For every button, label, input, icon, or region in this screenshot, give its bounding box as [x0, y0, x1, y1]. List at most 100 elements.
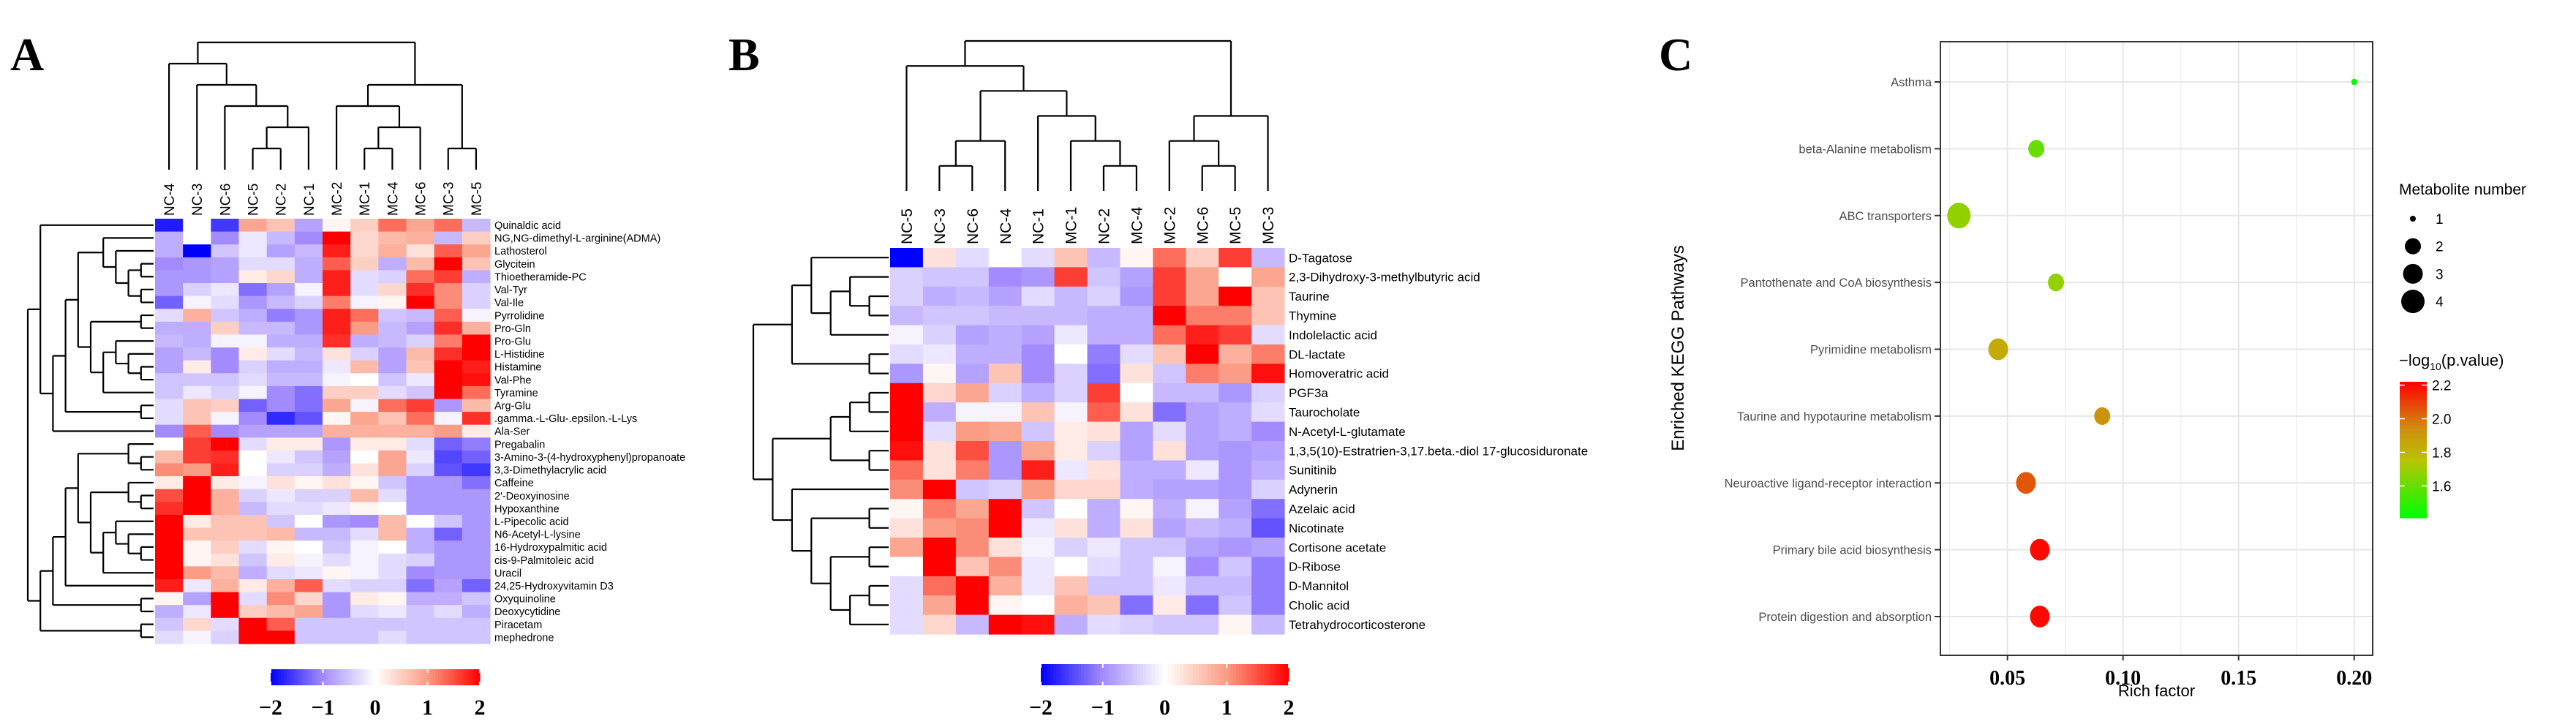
- colorbar-segment: [1264, 664, 1268, 685]
- heatmap-cell: [183, 373, 211, 387]
- row-label: .gamma.-L-Glu-.epsilon.-L-Lys: [494, 413, 637, 425]
- heatmap-cell: [922, 344, 957, 364]
- row-label: PGF3a: [1289, 386, 1328, 400]
- color-legend-segment: [2400, 432, 2427, 434]
- colorbar-segment: [1087, 664, 1091, 685]
- heatmap-cell: [183, 514, 211, 529]
- heatmap-cell: [988, 306, 1023, 326]
- heatmap-cell: [434, 334, 463, 348]
- heatmap-cell: [955, 557, 990, 577]
- heatmap-cell: [1153, 402, 1186, 423]
- heatmap-cell: [434, 489, 463, 502]
- heatmap-cell: [211, 437, 240, 451]
- heatmap-cell: [406, 617, 435, 631]
- colorbar-segment: [442, 669, 447, 685]
- column-label: NC-2: [274, 184, 290, 216]
- row-label: Piracetam: [494, 619, 542, 631]
- heatmap-cell: [1219, 421, 1252, 442]
- colorbar-segment: [1130, 664, 1134, 685]
- size-legend: Metabolite number 1 2 3 4: [2399, 181, 2526, 314]
- heatmap-cell: [1153, 306, 1186, 326]
- colorbar-segment: [1186, 664, 1190, 685]
- column-label: MC-4: [385, 181, 401, 216]
- heatmap-cell: [378, 283, 407, 297]
- pathway-bubble: [2028, 140, 2045, 158]
- size-legend-dot: [2405, 238, 2421, 255]
- heatmap-cell: [406, 450, 435, 464]
- heatmap-cell: [1219, 576, 1252, 596]
- row-label: Thioetheramide-PC: [494, 271, 587, 283]
- heatmap-cell: [1054, 576, 1088, 596]
- heatmap-cell: [350, 605, 379, 619]
- heatmap-cell: [462, 592, 491, 606]
- heatmap-cell: [462, 450, 491, 464]
- row-label: N-Acetyl-L-glutamate: [1289, 425, 1406, 439]
- heatmap-cell: [323, 219, 351, 233]
- heatmap-cell: [183, 219, 211, 233]
- heatmap-cell: [155, 502, 184, 516]
- heatmap-cell: [1153, 421, 1186, 442]
- heatmap-cell: [1021, 306, 1055, 326]
- colorbar-segment: [1177, 664, 1181, 685]
- heatmap-cell: [1021, 576, 1055, 596]
- colorbar-segment: [296, 669, 300, 685]
- heatmap-cell: [1120, 306, 1153, 326]
- heatmap-cell: [922, 479, 957, 500]
- colorbar-tick-label: −1: [1091, 696, 1115, 720]
- colorbar-segment: [1142, 664, 1147, 685]
- heatmap-cell: [211, 231, 240, 245]
- heatmap-cell: [890, 267, 924, 287]
- heatmap-cell: [155, 476, 184, 490]
- heatmap-cell: [350, 540, 379, 554]
- color-legend-segment: [2400, 393, 2427, 396]
- heatmap-cell: [266, 592, 295, 606]
- heatmap-cell: [1153, 576, 1186, 596]
- column-label: NC-1: [1031, 208, 1047, 244]
- heatmap-cell: [1186, 518, 1219, 538]
- heatmap-cell: [406, 605, 435, 619]
- heatmap-cell: [266, 579, 295, 593]
- heatmap-cell: [890, 460, 924, 481]
- row-label: Lathosterol: [494, 246, 547, 257]
- heatmap-cell: [406, 360, 435, 374]
- heatmap-cell: [350, 450, 379, 464]
- heatmap-cell: [350, 514, 379, 529]
- heatmap-cell: [155, 321, 184, 336]
- pathway-bubble: [2094, 407, 2111, 425]
- heatmap-cell: [350, 553, 379, 567]
- heatmap-cell: [266, 399, 295, 413]
- heatmap-cell: [155, 579, 184, 593]
- heatmap-cell: [294, 309, 323, 323]
- pathway-bubble: [1988, 338, 2008, 361]
- heatmap-cell: [323, 399, 351, 413]
- heatmap-cell: [155, 244, 184, 258]
- row-label: Hypoxanthine: [494, 503, 560, 515]
- colorbar-segment: [325, 669, 329, 685]
- heatmap-cell: [323, 360, 351, 374]
- heatmap-cell: [238, 283, 268, 297]
- heatmap-cell: [462, 347, 491, 361]
- heatmap-cell: [434, 463, 463, 477]
- heatmap-cell: [1153, 267, 1186, 287]
- heatmap-cell: [155, 424, 184, 438]
- heatmap-cell: [1186, 595, 1219, 616]
- heatmap-cell: [211, 579, 240, 593]
- heatmap-cell: [406, 540, 435, 554]
- heatmap-cell: [183, 385, 211, 400]
- row-label: 3-Amino-3-(4-hydroxyphenyl)propanoate: [494, 452, 685, 464]
- heatmap-cell: [294, 385, 323, 400]
- colorbar-segment: [422, 669, 426, 685]
- color-legend-tick-label: 2.2: [2432, 379, 2451, 394]
- colorbar-segment: [453, 669, 457, 685]
- heatmap-cell: [434, 257, 463, 271]
- heatmap-cell: [988, 402, 1023, 423]
- colorbar-tick-label: 2: [1284, 696, 1295, 720]
- color-legend-segment: [2400, 470, 2427, 473]
- row-label: Val-Ile: [494, 298, 524, 309]
- heatmap-cell: [1251, 595, 1285, 616]
- heatmap-cell: [211, 347, 240, 361]
- heatmap-cell: [266, 360, 295, 374]
- heatmap-cell: [462, 463, 491, 477]
- heatmap-cell: [1054, 325, 1088, 345]
- row-label: Uracil: [494, 568, 521, 579]
